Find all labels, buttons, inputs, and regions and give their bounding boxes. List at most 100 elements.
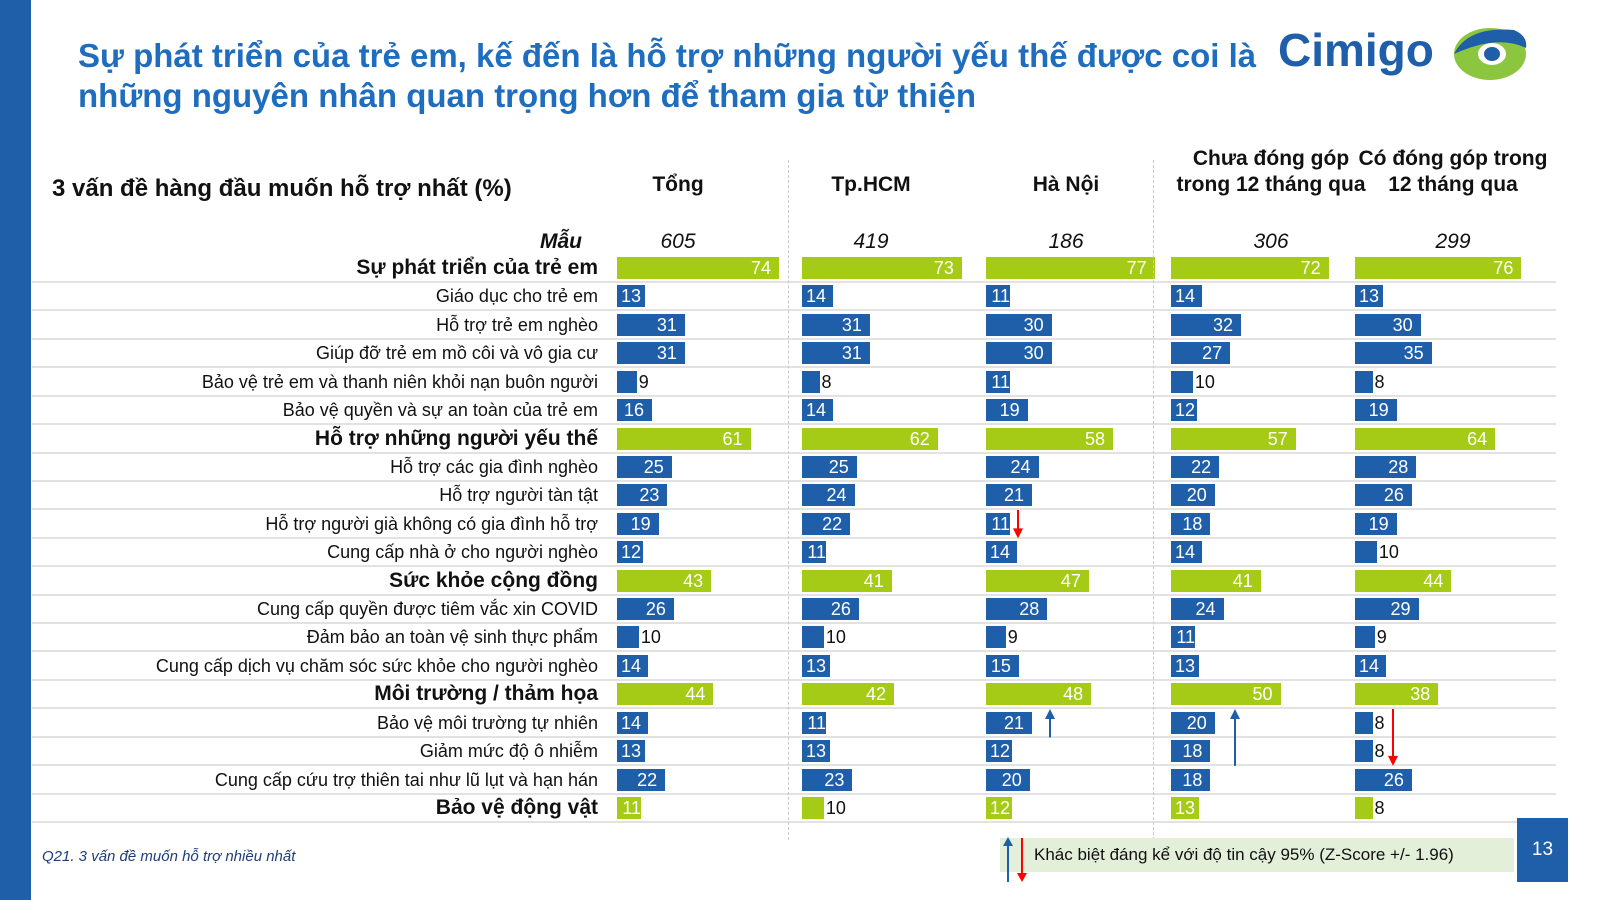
row-separator (32, 281, 1556, 283)
arrow-down-icon (1013, 509, 1024, 539)
bar-value: 13 (1358, 286, 1379, 307)
bar-value: 73 (933, 258, 954, 278)
bar-value: 11 (1176, 627, 1195, 648)
bar-value: 30 (1023, 343, 1044, 364)
category-bar (1171, 569, 1261, 592)
category-bar (986, 569, 1089, 592)
item-bar (1355, 399, 1397, 422)
bar-value: 32 (1213, 314, 1234, 335)
bar-value: 25 (828, 456, 849, 477)
item-bar (986, 598, 1048, 621)
footnote: Q21. 3 vấn đề muốn hỗ trợ nhiều nhất (42, 848, 296, 865)
category-bar (802, 427, 938, 450)
row-separator (32, 337, 1556, 340)
row-separator (32, 821, 1556, 823)
row-separator (32, 394, 1556, 397)
item-bar (802, 626, 824, 649)
bar-value: 12 (989, 741, 1010, 762)
item-bar (802, 740, 831, 763)
bar-value: 11 (807, 542, 826, 563)
bar-value: 31 (656, 314, 677, 335)
item-bar (617, 285, 646, 308)
bar-value: 14 (620, 655, 641, 676)
item-bar (802, 399, 833, 422)
item-bar (986, 740, 1013, 763)
bar-value: 41 (1232, 570, 1253, 591)
row-separator (32, 593, 1556, 596)
item-bar (986, 711, 1032, 734)
item-bar (617, 342, 685, 365)
row-separator (32, 678, 1556, 681)
item-bar (802, 370, 820, 393)
bar-value: 25 (643, 456, 664, 477)
item-bar (617, 484, 668, 507)
item-bar (986, 313, 1052, 336)
item-bar (617, 313, 685, 336)
bar-value: 13 (805, 741, 826, 762)
bar-value: 77 (1126, 258, 1147, 278)
bar-value: 47 (1060, 570, 1081, 591)
bar-value: 18 (1182, 741, 1203, 762)
bar-value: 64 (1467, 428, 1488, 449)
item-bar (1355, 768, 1412, 791)
item-bar (986, 342, 1052, 365)
bar-value: 27 (1202, 343, 1223, 364)
bar-value: 44 (685, 684, 706, 705)
bar-value: 26 (645, 599, 666, 620)
item-bar (1171, 654, 1200, 677)
item-bar (1355, 512, 1397, 535)
item-bar (1171, 740, 1211, 763)
bar-value: 44 (1423, 570, 1444, 591)
bar-value: 10 (825, 798, 846, 818)
bar-value: 24 (1010, 456, 1031, 477)
category-bar (802, 683, 894, 706)
bar-value: 38 (1410, 684, 1431, 705)
bar-value: 9 (638, 371, 649, 392)
row-label: Đảm bảo an toàn vệ sinh thực phẩm (306, 627, 598, 648)
row-separator (32, 650, 1556, 653)
bar-value: 22 (822, 513, 843, 534)
bar-value: 21 (1003, 712, 1024, 733)
row-label: Bảo vệ động vật (435, 796, 598, 819)
item-bar (617, 768, 666, 791)
bar-value: 14 (989, 542, 1010, 563)
item-bar (1171, 768, 1211, 791)
item-bar (1171, 342, 1231, 365)
row-separator (32, 309, 1556, 312)
bar-value: 8 (1374, 798, 1385, 818)
bar-value: 14 (1358, 655, 1379, 676)
row-separator (32, 792, 1556, 795)
category-bar (1355, 257, 1522, 279)
bar-value: 31 (841, 343, 862, 364)
item-bar (802, 313, 870, 336)
bar-value: 48 (1063, 684, 1084, 705)
category-bar (1171, 797, 1200, 819)
bar-value: 14 (620, 712, 641, 733)
sample-size: 299 (1435, 230, 1471, 253)
bar-value: 8 (1374, 741, 1385, 762)
item-bar (986, 768, 1030, 791)
bar-value: 8 (821, 371, 832, 392)
category-bar (986, 257, 1155, 279)
bar-value: 9 (1376, 627, 1387, 648)
item-bar (1171, 399, 1198, 422)
item-bar (1171, 455, 1220, 478)
bar-value: 74 (751, 258, 772, 278)
row-label: Cung cấp dịch vụ chăm sóc sức khỏe cho n… (155, 655, 598, 676)
bar-value: 24 (826, 485, 847, 506)
item-bar (986, 484, 1032, 507)
item-bar (617, 370, 637, 393)
sample-size: 419 (853, 230, 889, 253)
significance-arrows-icon (1003, 837, 1027, 882)
row-label: Sức khỏe cộng đồng (389, 568, 598, 592)
item-bar (986, 654, 1019, 677)
item-bar (617, 455, 672, 478)
row-separator (32, 565, 1556, 568)
category-bar (1355, 427, 1496, 450)
row-separator (32, 622, 1556, 625)
item-bar (617, 541, 644, 564)
bar-value: 76 (1493, 258, 1514, 278)
row-separator (32, 479, 1556, 482)
row-separator (32, 508, 1556, 511)
row-label: Môi trường / thảm họa (374, 682, 598, 706)
